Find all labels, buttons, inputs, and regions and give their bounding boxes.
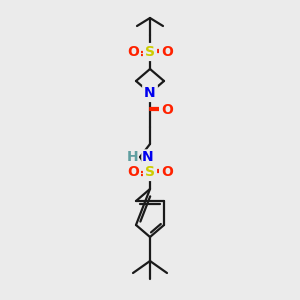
Text: O: O [161,45,173,59]
Text: S: S [145,45,155,59]
Text: S: S [145,165,155,179]
Text: O: O [127,165,139,179]
Text: O: O [161,103,173,117]
Text: H: H [126,150,138,164]
Text: O: O [127,45,139,59]
Text: O: O [161,165,173,179]
Text: N: N [144,86,156,100]
Text: N: N [142,150,154,164]
